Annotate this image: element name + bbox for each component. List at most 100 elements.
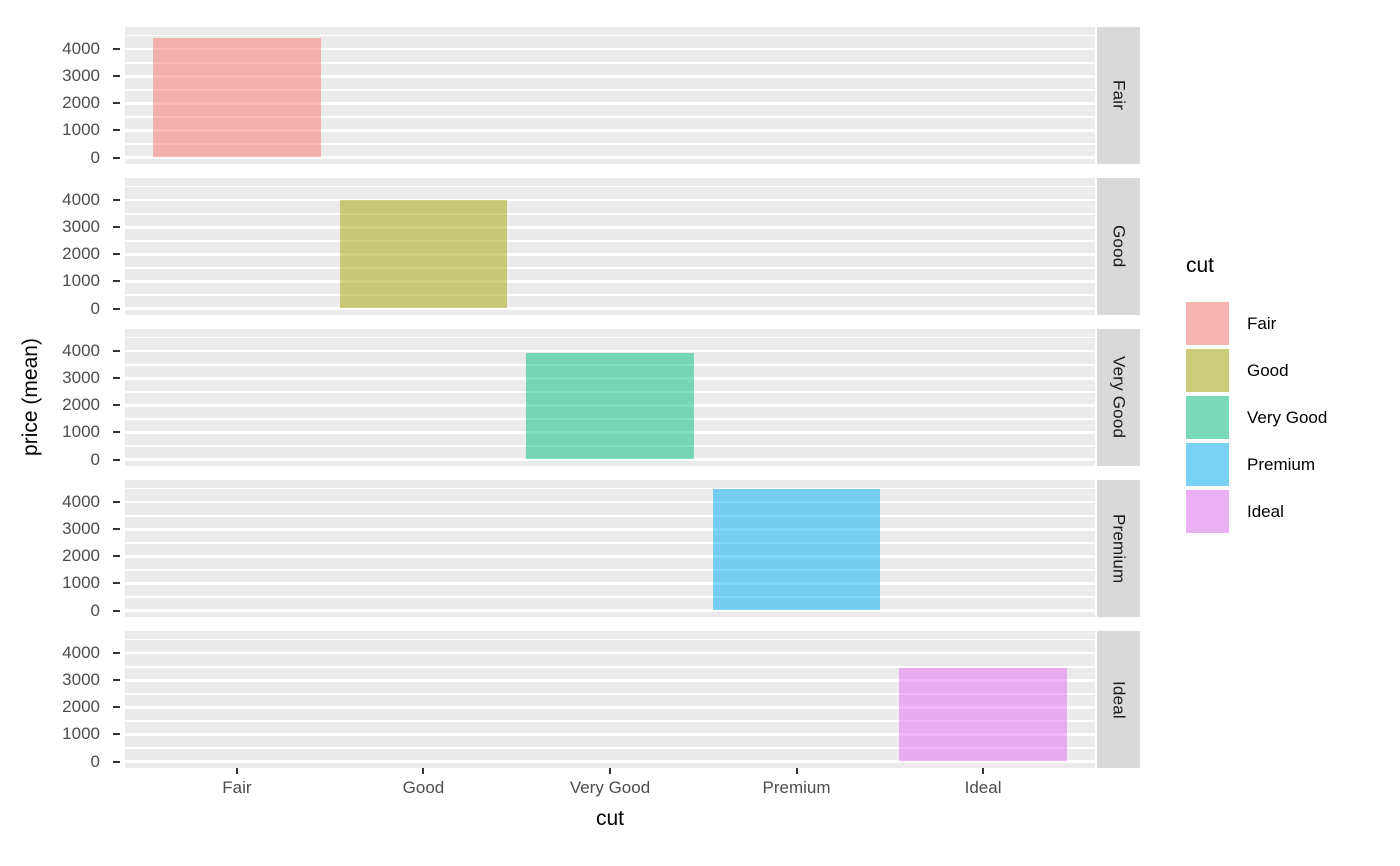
y-tick-mark: [113, 609, 120, 612]
y-tick-label: 4000: [62, 492, 100, 512]
facet-strip-very-good: Very Good: [1097, 329, 1140, 466]
gridline-minor: [125, 693, 1095, 695]
facet-strip-label: Fair: [1109, 80, 1129, 111]
y-tick-label: 2000: [62, 244, 100, 264]
y-tick-mark: [113, 377, 120, 380]
facet-panel-fair: [125, 27, 1095, 164]
x-tick-mark: [609, 768, 611, 774]
x-tick-label-ideal: Ideal: [964, 778, 1002, 797]
gridline-minor: [125, 569, 1095, 571]
legend-item-fair: Fair: [1186, 302, 1327, 345]
y-tick-mark: [113, 253, 120, 256]
gridline-major: [125, 307, 1095, 310]
gridline-minor: [125, 34, 1095, 37]
y-tick-mark: [113, 280, 120, 283]
y-tick-mark: [113, 199, 120, 202]
gridline-minor: [125, 542, 1095, 544]
facet-panel-good: [125, 178, 1095, 315]
facet-strip-premium: Premium: [1097, 480, 1140, 617]
gridline-major: [125, 102, 1095, 105]
legend-key-swatch: [1186, 396, 1229, 439]
gridline-minor: [125, 336, 1095, 339]
y-tick-mark: [113, 431, 120, 434]
y-tick-mark: [113, 679, 120, 682]
gridline-major: [125, 349, 1095, 353]
legend-items: Fair Good Very Good Premium Ideal: [1186, 302, 1327, 533]
bar-premium: [712, 488, 881, 611]
legend-key-swatch: [1186, 443, 1229, 486]
bar-fair: [152, 38, 321, 158]
y-tick-mark: [113, 226, 120, 229]
gridline-major: [125, 280, 1095, 283]
legend-key-fill: [1186, 396, 1229, 439]
legend-label: Good: [1247, 360, 1289, 380]
facet-strip-label: Premium: [1109, 513, 1129, 584]
x-tick-label-fair: Fair: [222, 778, 252, 797]
bar-very-good: [526, 352, 694, 460]
legend: cut Fair Good Very Good Premium Ideal: [1186, 254, 1327, 537]
y-tick-mark: [113, 706, 120, 709]
gridline-major: [125, 74, 1095, 78]
y-tick-mark: [113, 528, 120, 531]
gridline-minor: [125, 61, 1095, 64]
gridline-minor: [125, 185, 1095, 188]
y-tick-label: 3000: [62, 368, 100, 388]
y-tick-label: 2000: [62, 395, 100, 415]
y-tick-mark: [113, 75, 120, 78]
bar-ideal: [899, 668, 1067, 762]
facet-strip-good: Good: [1097, 178, 1140, 315]
legend-key-swatch: [1186, 349, 1229, 392]
y-tick-mark: [113, 48, 120, 51]
legend-key-fill: [1186, 302, 1229, 345]
facet-strip-fair: Fair: [1097, 27, 1140, 164]
y-axis-title: price (mean): [19, 338, 42, 456]
y-tick-label: 4000: [62, 190, 100, 210]
gridline-major: [125, 500, 1095, 504]
y-tick-mark: [113, 458, 120, 461]
y-tick-label: 4000: [62, 341, 100, 361]
y-tick-label: 1000: [62, 573, 100, 593]
gridline-major: [125, 555, 1095, 558]
gridline-major: [125, 651, 1095, 655]
gridline-major: [125, 678, 1095, 682]
y-tick-label: 2000: [62, 697, 100, 717]
gridline-major: [125, 129, 1095, 132]
gridline-major: [125, 225, 1095, 229]
y-tick-mark: [113, 652, 120, 655]
legend-key-fill: [1186, 443, 1229, 486]
y-tick-label: 2000: [62, 93, 100, 113]
gridline-major: [125, 733, 1095, 736]
gridline-minor: [125, 89, 1095, 91]
facet-strip-label: Good: [1109, 225, 1129, 268]
y-tick-mark: [113, 129, 120, 132]
gridline-minor: [125, 487, 1095, 490]
x-axis-title: cut: [595, 807, 625, 830]
legend-label: Ideal: [1247, 501, 1284, 521]
y-tick-label: 4000: [62, 643, 100, 663]
bar-good: [339, 200, 508, 309]
legend-key-swatch: [1186, 490, 1229, 533]
facet-strip-label: Ideal: [1109, 680, 1129, 719]
x-tick-mark: [422, 768, 425, 774]
gridline-minor: [125, 116, 1095, 118]
y-tick-mark: [113, 501, 120, 504]
legend-item-ideal: Ideal: [1186, 490, 1327, 533]
gridline-major: [125, 760, 1095, 763]
facet-strip-label: Very Good: [1109, 356, 1129, 439]
y-tick-mark: [113, 404, 120, 407]
y-tick-mark: [113, 733, 120, 736]
gridline-major: [125, 527, 1095, 531]
y-tick-label: 2000: [62, 546, 100, 566]
y-tick-mark: [113, 102, 120, 105]
gridline-major: [125, 198, 1095, 202]
y-tick-label: 1000: [62, 120, 100, 140]
y-tick-mark: [113, 156, 120, 159]
x-tick-label-premium: Premium: [762, 778, 831, 797]
y-tick-mark: [113, 760, 120, 763]
facet-panel-ideal: [125, 631, 1095, 768]
y-tick-label: 3000: [62, 217, 100, 237]
y-tick-label: 0: [90, 751, 100, 771]
x-tick-mark: [795, 768, 798, 774]
y-tick-mark: [113, 555, 120, 558]
